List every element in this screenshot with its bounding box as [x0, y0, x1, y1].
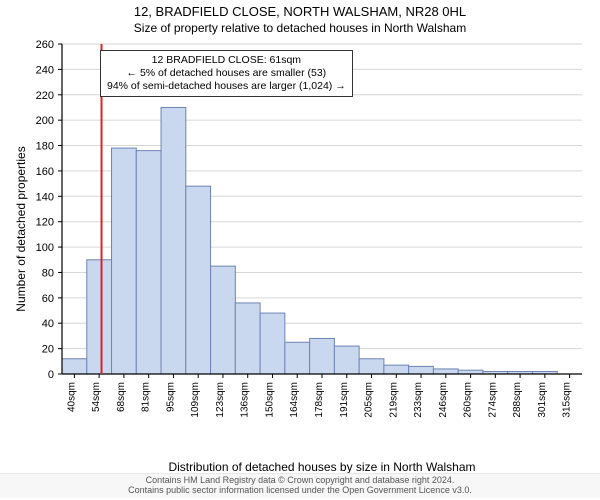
histogram-bar [409, 366, 434, 374]
svg-text:136sqm: 136sqm [240, 382, 251, 418]
svg-text:178sqm: 178sqm [314, 382, 325, 418]
svg-text:246sqm: 246sqm [438, 382, 449, 418]
histogram-bar [112, 148, 137, 374]
svg-text:120: 120 [36, 217, 54, 229]
plot-area: 02040608010012014016018020022024026040sq… [62, 44, 582, 414]
histogram-bar [433, 369, 458, 374]
svg-text:160: 160 [36, 166, 54, 178]
svg-text:0: 0 [48, 369, 54, 381]
svg-text:191sqm: 191sqm [339, 382, 350, 418]
x-axis-label: Distribution of detached houses by size … [62, 460, 582, 474]
svg-text:205sqm: 205sqm [364, 382, 375, 418]
histogram-bar [285, 342, 310, 374]
y-axis-label: Number of detached properties [14, 44, 28, 414]
histogram-bar [161, 107, 186, 374]
svg-text:219sqm: 219sqm [388, 382, 399, 418]
svg-text:164sqm: 164sqm [289, 382, 300, 418]
svg-text:60: 60 [42, 293, 54, 305]
svg-text:54sqm: 54sqm [91, 382, 102, 412]
histogram-bar [310, 338, 335, 374]
svg-text:81sqm: 81sqm [141, 382, 152, 412]
svg-text:180: 180 [36, 141, 54, 153]
annotation-box: 12 BRADFIELD CLOSE: 61sqm ← 5% of detach… [100, 50, 353, 97]
histogram-bar [211, 266, 236, 374]
svg-text:233sqm: 233sqm [413, 382, 424, 418]
histogram-bar [87, 260, 112, 374]
footer-line-2: Contains public sector information licen… [0, 486, 600, 496]
histogram-bar [235, 303, 260, 374]
histogram-bar [260, 313, 285, 374]
histogram-bar [359, 359, 384, 374]
svg-text:288sqm: 288sqm [512, 382, 523, 418]
svg-text:68sqm: 68sqm [116, 382, 127, 412]
annotation-line-3: 94% of semi-detached houses are larger (… [107, 80, 346, 93]
svg-text:20: 20 [42, 344, 54, 356]
annotation-line-1: 12 BRADFIELD CLOSE: 61sqm [107, 54, 346, 67]
svg-text:301sqm: 301sqm [537, 382, 548, 418]
svg-text:40: 40 [42, 318, 54, 330]
svg-text:123sqm: 123sqm [215, 382, 226, 418]
footer: Contains HM Land Registry data © Crown c… [0, 473, 600, 498]
supertitle: 12, BRADFIELD CLOSE, NORTH WALSHAM, NR28… [0, 4, 600, 19]
svg-text:220: 220 [36, 90, 54, 102]
svg-text:140: 140 [36, 191, 54, 203]
subtitle: Size of property relative to detached ho… [0, 21, 600, 35]
histogram-bar [186, 186, 211, 374]
svg-text:240: 240 [36, 64, 54, 76]
svg-text:100: 100 [36, 242, 54, 254]
histogram-bar [334, 346, 359, 374]
histogram-svg: 02040608010012014016018020022024026040sq… [62, 44, 582, 414]
svg-text:274sqm: 274sqm [487, 382, 498, 418]
svg-text:40sqm: 40sqm [66, 382, 77, 412]
histogram-bar [136, 151, 161, 374]
chart-titles: 12, BRADFIELD CLOSE, NORTH WALSHAM, NR28… [0, 0, 600, 35]
svg-text:315sqm: 315sqm [562, 382, 573, 418]
histogram-bar [384, 365, 409, 374]
annotation-line-2: ← 5% of detached houses are smaller (53) [107, 67, 346, 80]
svg-text:95sqm: 95sqm [165, 382, 176, 412]
svg-text:260: 260 [36, 39, 54, 51]
svg-text:260sqm: 260sqm [463, 382, 474, 418]
svg-text:80: 80 [42, 267, 54, 279]
histogram-bar [62, 359, 87, 374]
svg-text:150sqm: 150sqm [264, 382, 275, 418]
svg-text:200: 200 [36, 115, 54, 127]
svg-text:109sqm: 109sqm [190, 382, 201, 418]
